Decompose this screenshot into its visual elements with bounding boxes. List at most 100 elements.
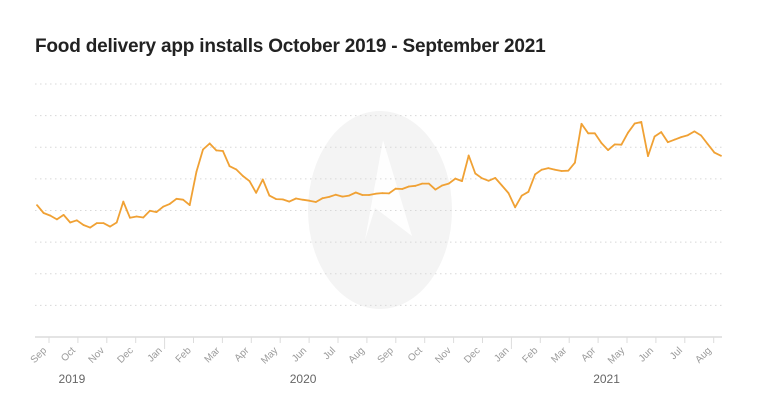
data-point (627, 131, 629, 134)
data-point (454, 177, 457, 180)
data-point (534, 173, 536, 176)
x-tick-label: Apr (233, 345, 252, 364)
data-point (540, 168, 543, 171)
x-tick-label: Mar (549, 345, 569, 365)
x-tick-label: May (259, 345, 280, 366)
x-tick-label: Dec (462, 345, 482, 365)
data-point (427, 182, 430, 185)
data-point (693, 130, 696, 133)
x-tick-label: Oct (59, 345, 78, 364)
data-point (401, 188, 404, 190)
series-line (36, 121, 722, 229)
data-point (680, 136, 683, 139)
data-point (686, 134, 689, 137)
data-point (142, 216, 145, 219)
data-point (122, 200, 125, 203)
year-label: 2019 (59, 372, 86, 386)
data-point (129, 216, 131, 219)
data-point (520, 194, 523, 197)
data-point (95, 222, 98, 225)
data-point (235, 168, 238, 171)
x-tick-label: Dec (115, 345, 135, 365)
data-point (500, 184, 503, 187)
data-point (315, 201, 317, 203)
data-point (593, 132, 596, 135)
data-point (321, 197, 324, 200)
data-point (673, 138, 676, 141)
x-tick-label: Oct (406, 345, 425, 364)
data-point (281, 198, 284, 201)
data-point (308, 199, 311, 202)
x-tick-label: Jan (146, 345, 165, 364)
data-point (135, 215, 138, 218)
data-point (647, 155, 649, 158)
data-point (168, 202, 171, 205)
data-point (414, 184, 417, 187)
data-point (295, 197, 297, 200)
data-point (554, 168, 556, 171)
data-point (434, 188, 437, 191)
data-point (248, 180, 251, 182)
data-point (461, 180, 463, 182)
data-point (374, 192, 377, 195)
data-point (640, 121, 643, 123)
x-tick-label: Mar (203, 345, 223, 365)
data-point (175, 197, 178, 200)
data-point (348, 194, 351, 197)
data-point (36, 204, 38, 207)
data-point (407, 185, 410, 188)
data-point (720, 154, 722, 157)
data-point (713, 151, 716, 154)
x-tick-label: Jan (492, 345, 511, 364)
data-point (447, 182, 450, 185)
data-point (421, 182, 424, 185)
x-tick-label: Sep (376, 345, 397, 366)
x-tick-label: Jun (637, 345, 656, 364)
data-point (394, 187, 397, 190)
data-point (481, 177, 483, 180)
data-point (42, 212, 45, 214)
data-point (607, 149, 610, 151)
data-point (102, 222, 105, 225)
data-point (288, 200, 291, 203)
x-axis: Sep Oct Nov Dec Jan Feb Mar Apr May Jun Jul Aug Sep O… (29, 336, 722, 386)
data-point (700, 134, 702, 137)
data-point (514, 206, 517, 209)
x-tick-label: Nov (433, 345, 453, 365)
data-point (182, 198, 184, 201)
x-tick-label: Jul (321, 345, 338, 362)
data-point (109, 225, 111, 228)
data-point (49, 214, 52, 217)
data-point (580, 122, 583, 125)
data-point (361, 194, 364, 196)
data-point (653, 135, 656, 138)
data-point (69, 221, 72, 224)
data-point (487, 179, 490, 182)
x-tick-label: Aug (347, 345, 367, 365)
x-tick-label: Jun (290, 345, 309, 364)
data-point (587, 132, 590, 135)
data-point (222, 150, 224, 152)
data-point (560, 170, 563, 172)
data-point (328, 196, 331, 198)
data-point (354, 191, 357, 194)
data-point (381, 192, 384, 195)
data-point (148, 209, 151, 212)
year-label: 2021 (593, 372, 620, 386)
data-point (261, 178, 264, 181)
x-tick-label: Aug (693, 345, 713, 365)
data-point (706, 143, 709, 145)
x-tick-label: May (606, 345, 627, 366)
data-point (228, 165, 231, 168)
year-label: 2020 (290, 372, 317, 386)
data-point (82, 224, 85, 226)
data-point (467, 154, 470, 157)
data-point (215, 149, 218, 152)
installs-line (36, 121, 722, 229)
data-point (188, 204, 191, 207)
data-point (334, 193, 337, 196)
data-point (547, 167, 550, 170)
data-point (89, 226, 92, 229)
data-point (275, 198, 277, 201)
data-point (341, 195, 344, 198)
